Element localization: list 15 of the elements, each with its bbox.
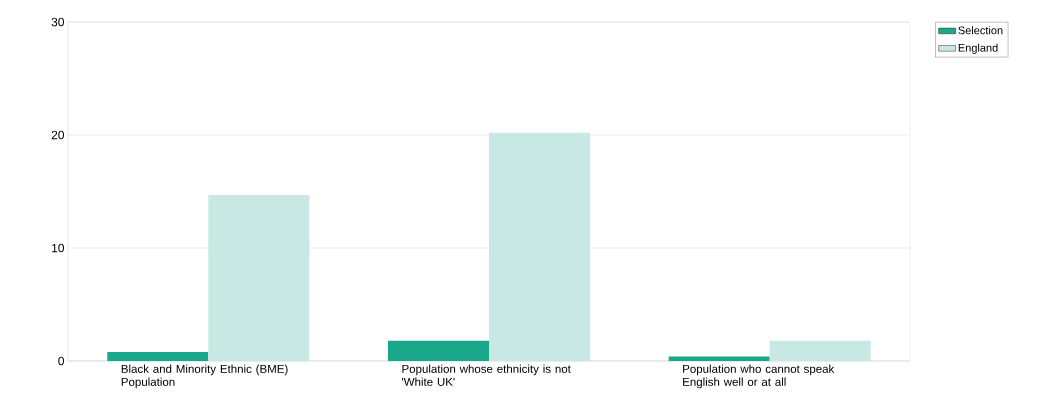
bar	[769, 340, 871, 361]
y-tick-label: 20	[51, 130, 65, 140]
y-tick-label: 0	[58, 356, 65, 366]
legend-label: Selection	[958, 26, 1003, 35]
y-tick-label: 10	[52, 243, 65, 253]
x-tick-label: Black and Minority Ethnic (BME) Population	[121, 364, 288, 389]
y-tick-label: 30	[51, 17, 65, 27]
x-tick-label: Population who cannot speak English well or at all	[683, 364, 835, 389]
bar	[387, 340, 489, 361]
bar	[107, 351, 209, 361]
bar	[668, 356, 770, 361]
legend-label: England	[958, 43, 998, 54]
bar	[489, 132, 591, 361]
x-tick-label: Population whose ethnicity is not 'White UK'	[402, 364, 571, 386]
bar	[208, 194, 310, 361]
